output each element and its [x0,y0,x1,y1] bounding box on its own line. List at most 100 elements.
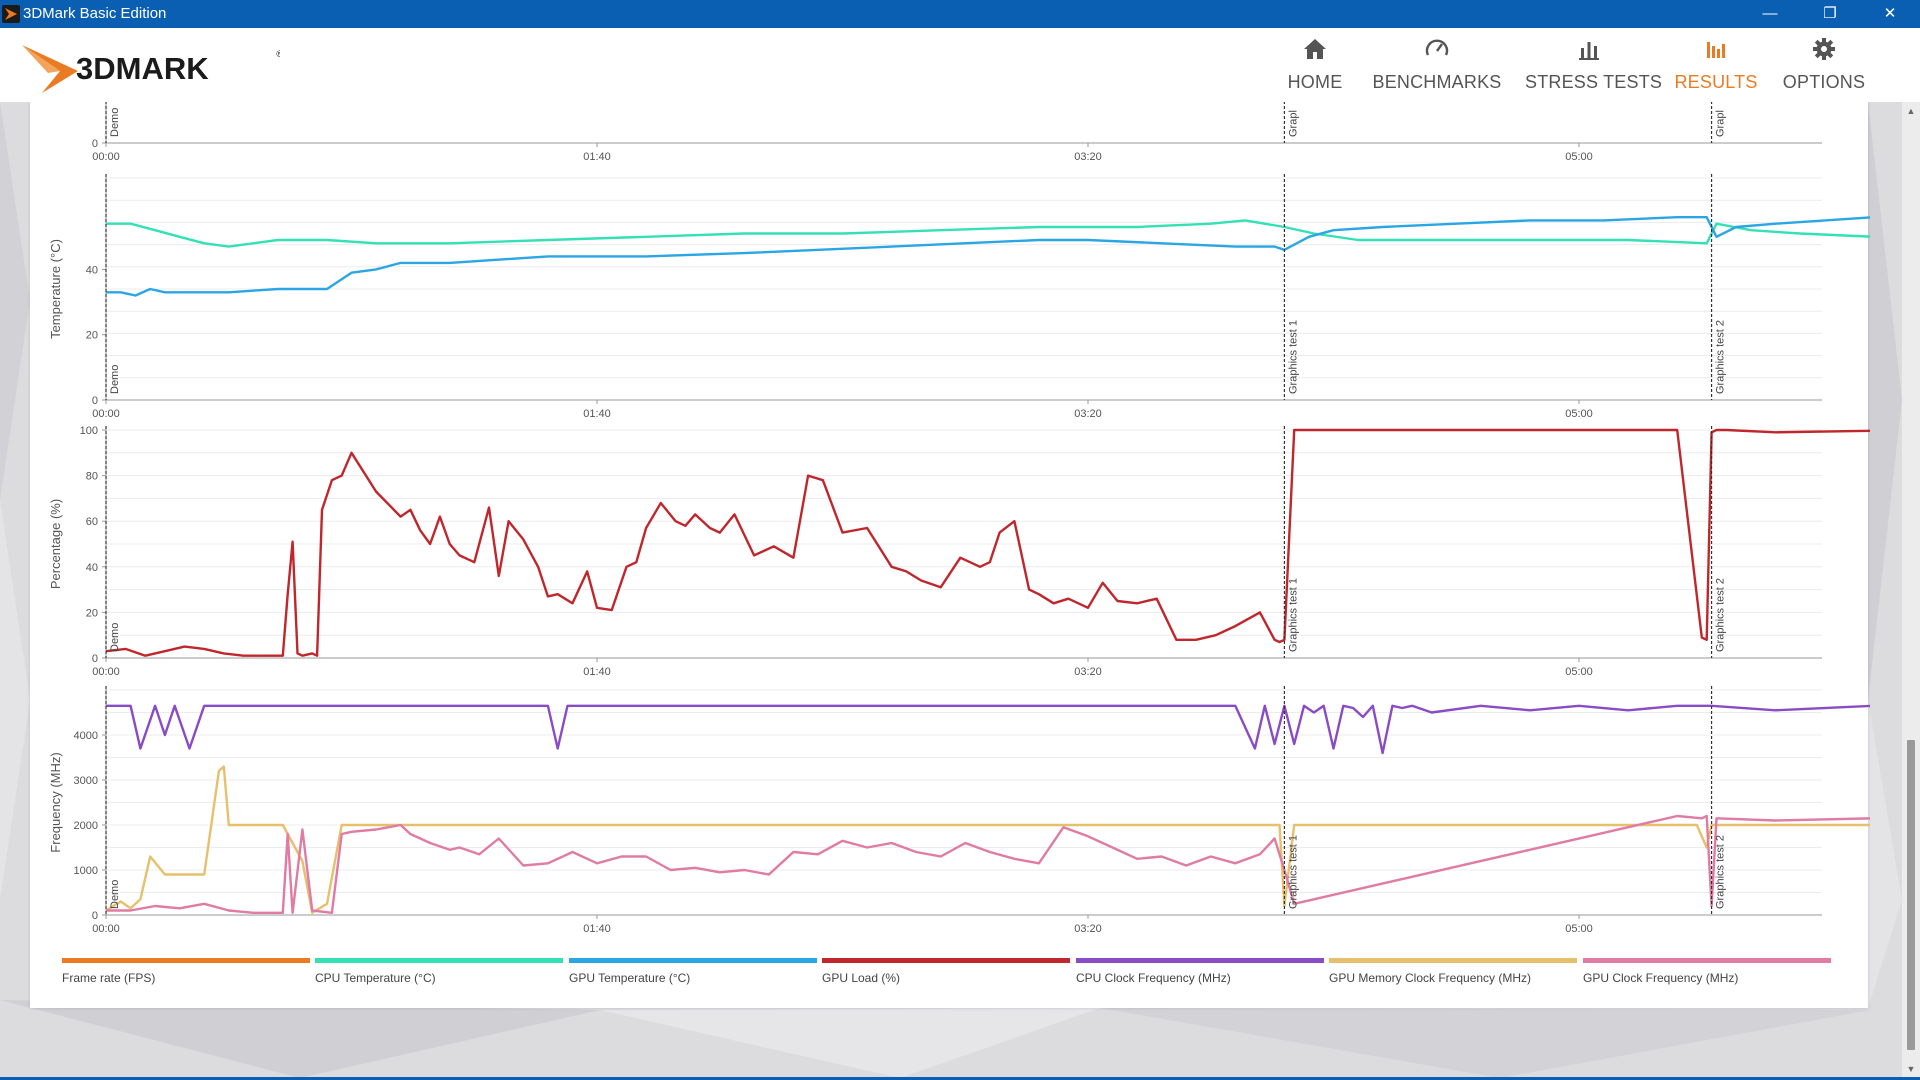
legend-swatch [1329,958,1577,963]
y-tick-label: 0 [92,653,98,665]
nav-results-label: RESULTS [1674,72,1758,92]
nav-stress-tests[interactable]: STRESS TESTS [1525,28,1662,102]
legend-swatch [1583,958,1831,963]
scroll-up-arrow-icon[interactable]: ▲ [1906,106,1916,116]
title-bar: 3DMark Basic Edition — ❐ ✕ [0,0,1920,28]
minimize-button[interactable]: — [1762,5,1778,22]
y-tick-label: 100 [80,425,98,437]
y-tick-label: 2000 [74,820,98,832]
gear-icon [1813,38,1835,60]
test-marker-label: Demo [109,365,121,394]
y-tick-label: 1000 [74,865,98,877]
y-axis-title: Temperature (°C) [48,239,63,339]
test-marker-label: Graphics test 1 [1287,835,1299,909]
y-axis-title: Frequency (MHz) [48,752,63,852]
legend-item-cpu-temperature[interactable]: CPU Temperature (°C) [315,958,565,988]
nav-results[interactable]: RESULTS [1674,28,1758,102]
gauge-icon [1425,39,1449,56]
nav-benchmarks-label: BENCHMARKS [1372,72,1502,92]
chart-panel-2: 00:00 01:40 03:20 05:00 0 20 40 60 80 100 Percenta… [48,425,1870,678]
nav-home-label: HOME [1287,72,1343,92]
x-tick-label: 01:40 [583,151,611,163]
legend-label: CPU Temperature (°C) [315,971,436,985]
series-line [106,814,1870,914]
test-marker-label: Demo [109,623,121,652]
y-tick-label: 3000 [74,775,98,787]
x-tick-label: 00:00 [92,923,120,935]
nav-benchmarks[interactable]: BENCHMARKS [1370,28,1504,102]
y-tick-label: 60 [86,516,98,528]
close-button[interactable]: ✕ [1883,5,1897,22]
window-title: 3DMark Basic Edition [23,5,167,22]
series-line [106,219,1870,248]
results-icon [1707,42,1725,58]
x-tick-label: 05:00 [1565,666,1593,678]
legend-label: GPU Load (%) [822,971,901,985]
series-line [106,215,1870,297]
y-tick-label: 0 [92,910,98,922]
legend-label: GPU Clock Frequency (MHz) [1583,971,1739,985]
x-tick-label: 01:40 [583,408,611,420]
series-line [105,428,1870,657]
x-tick-label: 05:00 [1565,151,1593,163]
legend-label: Frame rate (FPS) [62,971,156,985]
chart-panel-1: 00:00 01:40 03:20 05:00 0 20 40 Temperature (°C… [48,174,1870,420]
logo-registered-mark: ® [276,49,280,59]
x-tick-label: 00:00 [92,151,120,163]
test-marker-label: Grapl [1287,110,1299,137]
legend-swatch [569,958,817,963]
y-tick-label: 40 [86,562,98,574]
test-marker-label: Graphics test 1 [1287,578,1299,652]
3dmark-logo[interactable]: 3DMARK ® [20,33,283,102]
vertical-scrollbar[interactable]: ▲ ▼ [1902,102,1920,1078]
series-line [106,704,1870,755]
x-tick-label: 05:00 [1565,923,1593,935]
test-marker-label: Grapl [1715,110,1727,137]
legend-swatch [822,958,1070,963]
y-axis-title: Percentage (%) [48,499,63,589]
x-tick-label: 01:40 [583,666,611,678]
window-bottom-border [0,1077,1920,1080]
legend-swatch [1076,958,1324,963]
legend-item-cpu-clock[interactable]: CPU Clock Frequency (MHz) [1076,958,1326,988]
x-tick-label: 00:00 [92,666,120,678]
legend-item-gpu-clock[interactable]: GPU Clock Frequency (MHz) [1583,958,1833,988]
x-tick-label: 00:00 [92,408,120,420]
x-tick-label: 03:20 [1074,408,1102,420]
nav-home[interactable]: HOME [1279,28,1351,102]
test-marker-label: Graphics test 2 [1715,835,1727,909]
scroll-down-arrow-icon[interactable]: ▼ [1906,1064,1916,1074]
nav-options[interactable]: OPTIONS [1780,28,1868,102]
legend-item-gpu-temperature[interactable]: GPU Temperature (°C) [569,958,819,988]
y-tick-label: 20 [86,607,98,619]
scrollbar-thumb[interactable] [1907,740,1915,1050]
restore-button[interactable]: ❐ [1823,5,1837,22]
chart-panel-3: 00:00 01:40 03:20 05:00 0 1000 2000 3000 4000 Fre… [48,686,1870,935]
y-tick-label: 0 [92,138,98,150]
x-tick-label: 03:20 [1074,666,1102,678]
test-marker-label: Graphics test 2 [1715,320,1727,394]
logo-text: 3DMARK [76,51,209,86]
y-tick-label: 4000 [74,730,98,742]
y-tick-label: 40 [86,264,98,276]
logo-mark-icon: 3DMARK ® [22,45,283,93]
legend-label: GPU Temperature (°C) [569,971,691,985]
app-header: 3DMARK ® HOME BENCHMARKS STRESS TESTS [0,28,1920,102]
y-tick-label: 0 [92,395,98,407]
y-tick-label: 20 [86,330,98,342]
test-marker-label: Demo [109,880,121,909]
legend-label: CPU Clock Frequency (MHz) [1076,971,1231,985]
x-tick-label: 05:00 [1565,408,1593,420]
x-tick-label: 03:20 [1074,151,1102,163]
test-marker-label: Graphics test 2 [1715,578,1727,652]
legend-item-gpu-memory-clock[interactable]: GPU Memory Clock Frequency (MHz) [1329,958,1579,988]
series-line [105,765,1870,914]
x-tick-label: 01:40 [583,923,611,935]
legend-label: GPU Memory Clock Frequency (MHz) [1329,971,1532,985]
legend-item-gpu-load[interactable]: GPU Load (%) [822,958,1072,988]
app-icon [2,5,20,23]
legend-item-framerate[interactable]: Frame rate (FPS) [62,958,312,988]
legend-swatch [62,958,310,963]
